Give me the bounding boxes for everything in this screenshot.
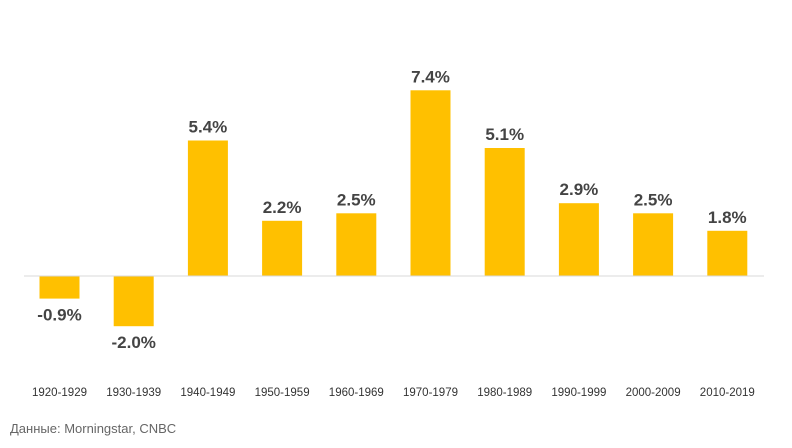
bar-1960-1969: [336, 213, 377, 277]
bar-2000-2009: [633, 213, 674, 277]
value-labels-group: -0.9% -2.0% 5.4% 2.2% 2.5% 7.4% 5.1% 2.9% 2.5% 1.…: [37, 67, 746, 352]
bars-group: [39, 90, 748, 327]
value-label-1960-1969: 2.5%: [337, 190, 376, 209]
category-label-2000-2009: 2000-2009: [626, 387, 681, 399]
bar-1920-1929: [39, 276, 80, 299]
value-label-1980-1989: 5.1%: [485, 125, 524, 144]
bar-1950-1959: [262, 220, 303, 276]
bar-2010-2019: [707, 230, 748, 276]
category-label-1950-1959: 1950-1959: [255, 387, 310, 399]
value-label-2010-2019: 1.8%: [708, 208, 747, 227]
category-label-1930-1939: 1930-1939: [106, 387, 161, 399]
category-label-1970-1979: 1970-1979: [403, 387, 458, 399]
bar-chart: -0.9% -2.0% 5.4% 2.2% 2.5% 7.4% 5.1% 2.9% 2.5% 1.…: [24, 67, 764, 399]
category-label-1990-1999: 1990-1999: [551, 387, 606, 399]
bar-1980-1989: [484, 148, 525, 276]
value-label-2000-2009: 2.5%: [634, 190, 673, 209]
source-note: Данные: Morningstar, CNBC: [10, 421, 177, 436]
value-label-1930-1939: -2.0%: [111, 333, 155, 352]
category-label-1940-1949: 1940-1949: [180, 387, 235, 399]
value-label-1970-1979: 7.4%: [411, 67, 450, 86]
category-label-1960-1969: 1960-1969: [329, 387, 384, 399]
bar-1930-1939: [113, 276, 154, 327]
category-labels-group: 1920-1929 1930-1939 1940-1949 1950-1959 1960…: [32, 387, 755, 399]
bar-1940-1949: [187, 140, 228, 276]
value-label-1990-1999: 2.9%: [560, 180, 599, 199]
category-label-1920-1929: 1920-1929: [32, 387, 87, 399]
bar-1970-1979: [410, 90, 451, 276]
value-label-1940-1949: 5.4%: [189, 118, 228, 137]
category-label-1980-1989: 1980-1989: [477, 387, 532, 399]
category-label-2010-2019: 2010-2019: [700, 387, 755, 399]
value-label-1950-1959: 2.2%: [263, 198, 302, 217]
bar-1990-1999: [558, 203, 599, 276]
value-label-1920-1929: -0.9%: [37, 306, 81, 325]
